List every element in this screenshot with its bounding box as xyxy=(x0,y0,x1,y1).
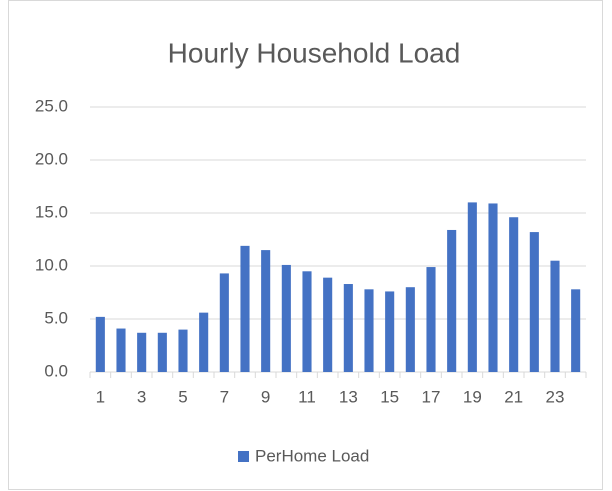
x-tick-label: 13 xyxy=(339,387,358,406)
bar xyxy=(467,202,477,372)
bar xyxy=(281,264,291,372)
bar xyxy=(178,329,188,372)
bar xyxy=(323,277,333,372)
y-tick-label: 25.0 xyxy=(35,96,68,115)
x-tick-label: 9 xyxy=(261,387,270,406)
bar xyxy=(95,316,105,372)
x-tick-label: 5 xyxy=(178,387,187,406)
x-tick-label: 11 xyxy=(298,387,316,406)
bar xyxy=(157,332,167,372)
bar xyxy=(219,273,229,372)
legend-label: PerHome Load xyxy=(255,446,369,465)
bar xyxy=(488,203,498,372)
bar xyxy=(199,312,209,372)
bar xyxy=(116,328,126,372)
x-tick-label: 21 xyxy=(504,387,523,406)
y-tick-label: 5.0 xyxy=(44,308,68,327)
bar xyxy=(137,332,147,372)
bar xyxy=(426,267,436,372)
x-tick-label: 3 xyxy=(137,387,146,406)
x-tick-label: 19 xyxy=(463,387,482,406)
bar xyxy=(261,250,271,372)
chart-border xyxy=(8,0,603,490)
y-tick-label: 20.0 xyxy=(35,149,68,168)
bar xyxy=(343,284,353,372)
x-tick-label: 15 xyxy=(380,387,399,406)
bar xyxy=(385,291,395,372)
bar xyxy=(550,260,560,372)
x-tick-label: 23 xyxy=(546,387,565,406)
x-tick-label: 17 xyxy=(422,387,441,406)
y-tick-label: 0.0 xyxy=(44,361,68,380)
x-tick-label: 1 xyxy=(96,387,105,406)
legend-swatch xyxy=(238,451,249,462)
bar xyxy=(405,287,415,372)
bar xyxy=(571,289,581,372)
bar xyxy=(529,232,539,372)
x-tick-label: 7 xyxy=(220,387,229,406)
bar xyxy=(302,271,312,372)
bar xyxy=(509,217,519,372)
y-tick-label: 10.0 xyxy=(35,255,68,274)
bar xyxy=(447,229,457,372)
chart-title: Hourly Household Load xyxy=(168,37,461,68)
bar xyxy=(364,289,374,372)
y-tick-label: 15.0 xyxy=(35,202,68,221)
bar xyxy=(240,245,250,372)
